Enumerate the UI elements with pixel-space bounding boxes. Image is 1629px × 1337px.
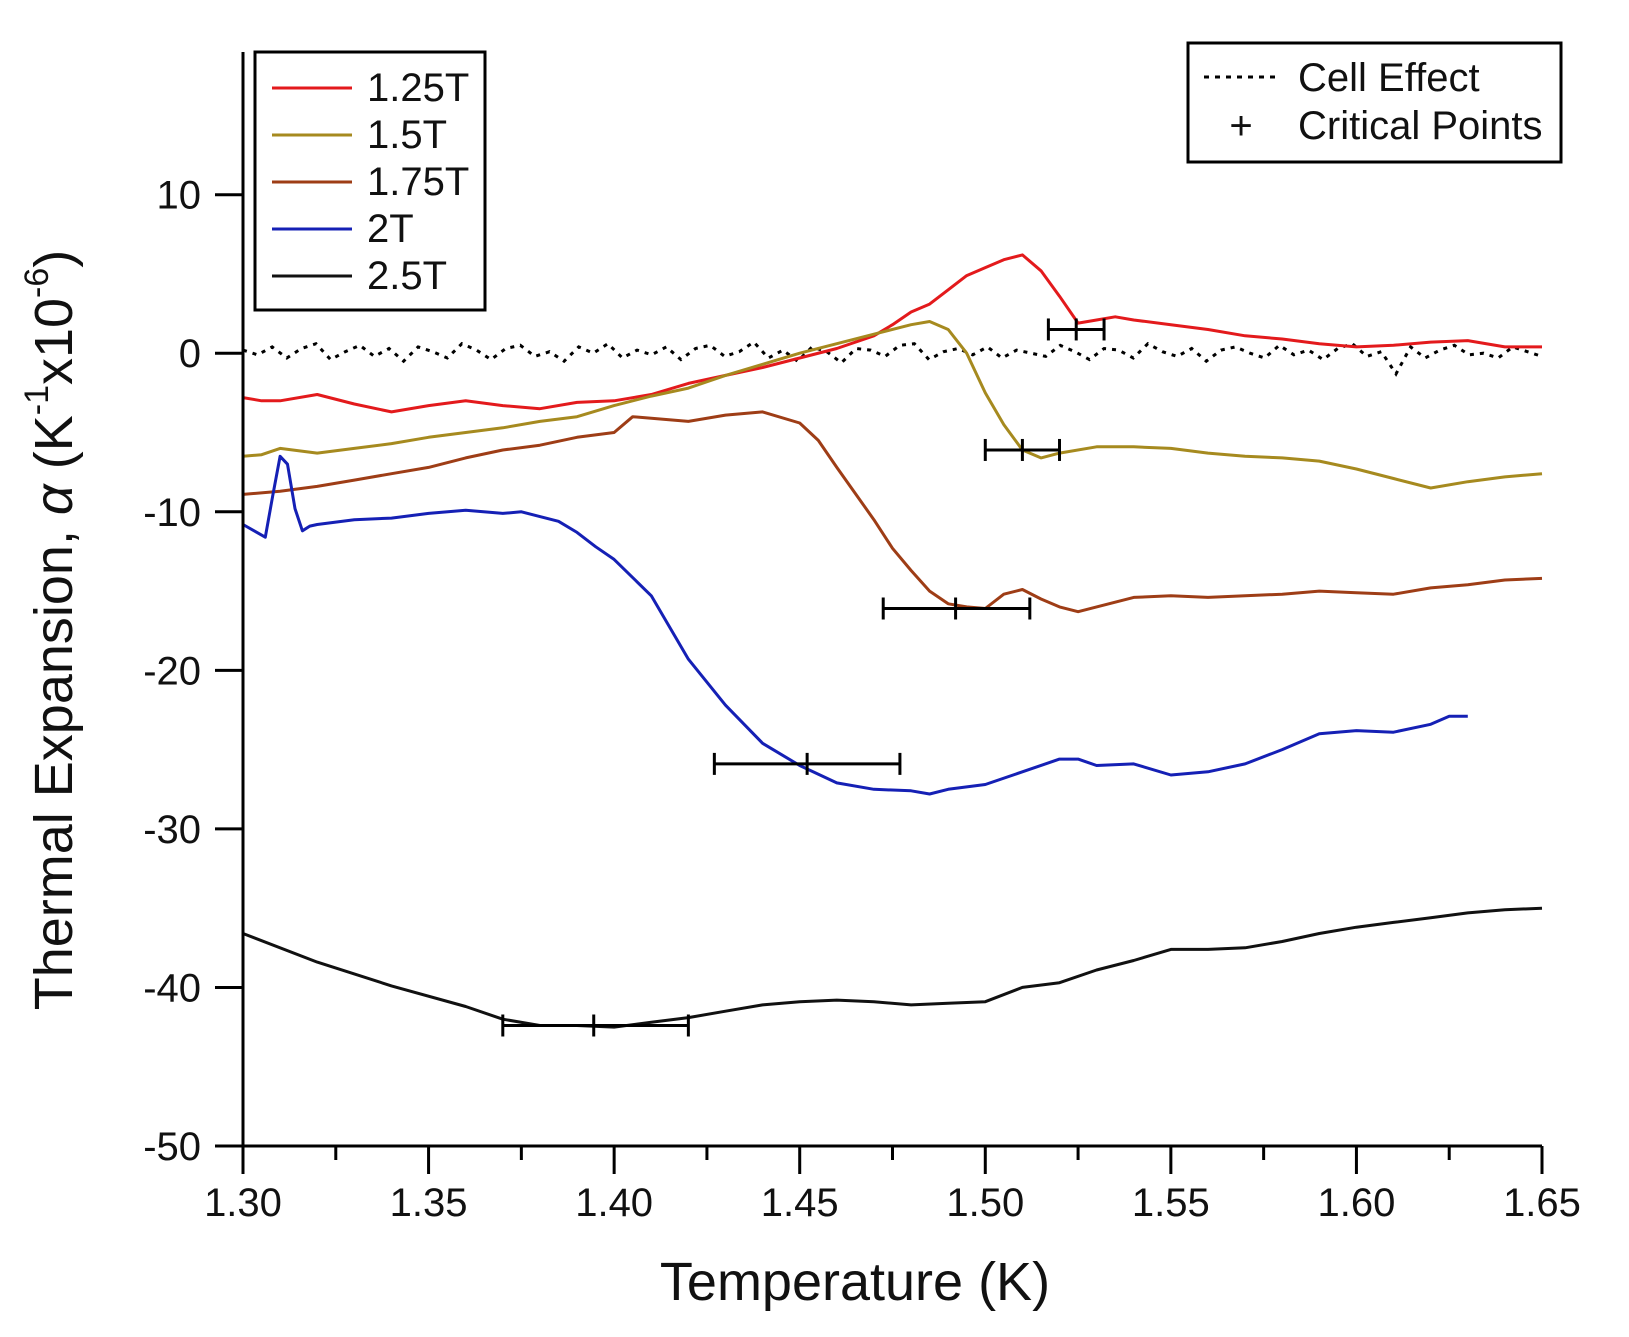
x-tick-label: 1.40 <box>575 1181 653 1225</box>
series-line-1-5t <box>242 320 1543 490</box>
y-axis-title: Thermal Expansion, α (K-1x10-6) <box>18 250 84 1011</box>
x-tick-label: 1.30 <box>204 1181 282 1225</box>
critical-point-1-75t <box>881 597 1032 620</box>
plot-area <box>242 253 1543 1029</box>
y-tick-label: -10 <box>143 491 201 535</box>
y-tick-label: -30 <box>143 808 201 852</box>
critical-point-1-5t <box>983 438 1062 461</box>
series-line-cell-effect <box>242 340 1543 377</box>
critical-point-1-25t <box>1046 318 1106 341</box>
legend-label-2t: 2T <box>367 207 414 251</box>
series-line-2-5t <box>242 906 1543 1029</box>
critical-points <box>501 318 1106 1037</box>
reference-legend-box <box>1186 41 1563 164</box>
legend-swatch-critical-points: + <box>1229 104 1252 148</box>
critical-point-2-5t <box>501 1014 690 1037</box>
series-line-2t <box>242 454 1468 796</box>
legend-label-1-5t: 1.5T <box>367 113 447 157</box>
y-tick-label: -50 <box>143 1125 201 1169</box>
legend-label-2-5t: 2.5T <box>367 254 447 298</box>
x-axis-title: Temperature (K) <box>660 1252 1050 1312</box>
reference-legend: Cell Effect + Critical Points <box>1186 41 1563 164</box>
x-tick-label: 1.45 <box>761 1181 839 1225</box>
axes: 10 0 -10 -20 -30 -40 -501.30 1.35 1.40 1.45 1.50 1.… <box>143 52 1581 1225</box>
y-tick-label: -40 <box>143 966 201 1010</box>
y-tick-label: -20 <box>143 649 201 693</box>
x-tick-label: 1.35 <box>390 1181 468 1225</box>
legend-label-cell-effect: Cell Effect <box>1298 56 1480 100</box>
x-tick-label: 1.60 <box>1317 1181 1395 1225</box>
y-tick-label: 10 <box>157 174 202 218</box>
series-line-1-25t <box>242 253 1542 414</box>
series-line-1-75t <box>242 410 1543 614</box>
legend-label-1-75t: 1.75T <box>367 160 469 204</box>
x-tick-label: 1.65 <box>1503 1181 1581 1225</box>
legend-label-critical-points: Critical Points <box>1298 104 1543 148</box>
x-tick-label: 1.50 <box>946 1181 1024 1225</box>
x-tick-label: 1.55 <box>1132 1181 1210 1225</box>
y-tick-label: 0 <box>179 332 201 376</box>
series-legend: 1.25T 1.5T 1.75T 2T 2.5T <box>253 50 487 312</box>
legend-label-1-25t: 1.25T <box>367 66 469 110</box>
critical-point-2t <box>712 752 902 775</box>
